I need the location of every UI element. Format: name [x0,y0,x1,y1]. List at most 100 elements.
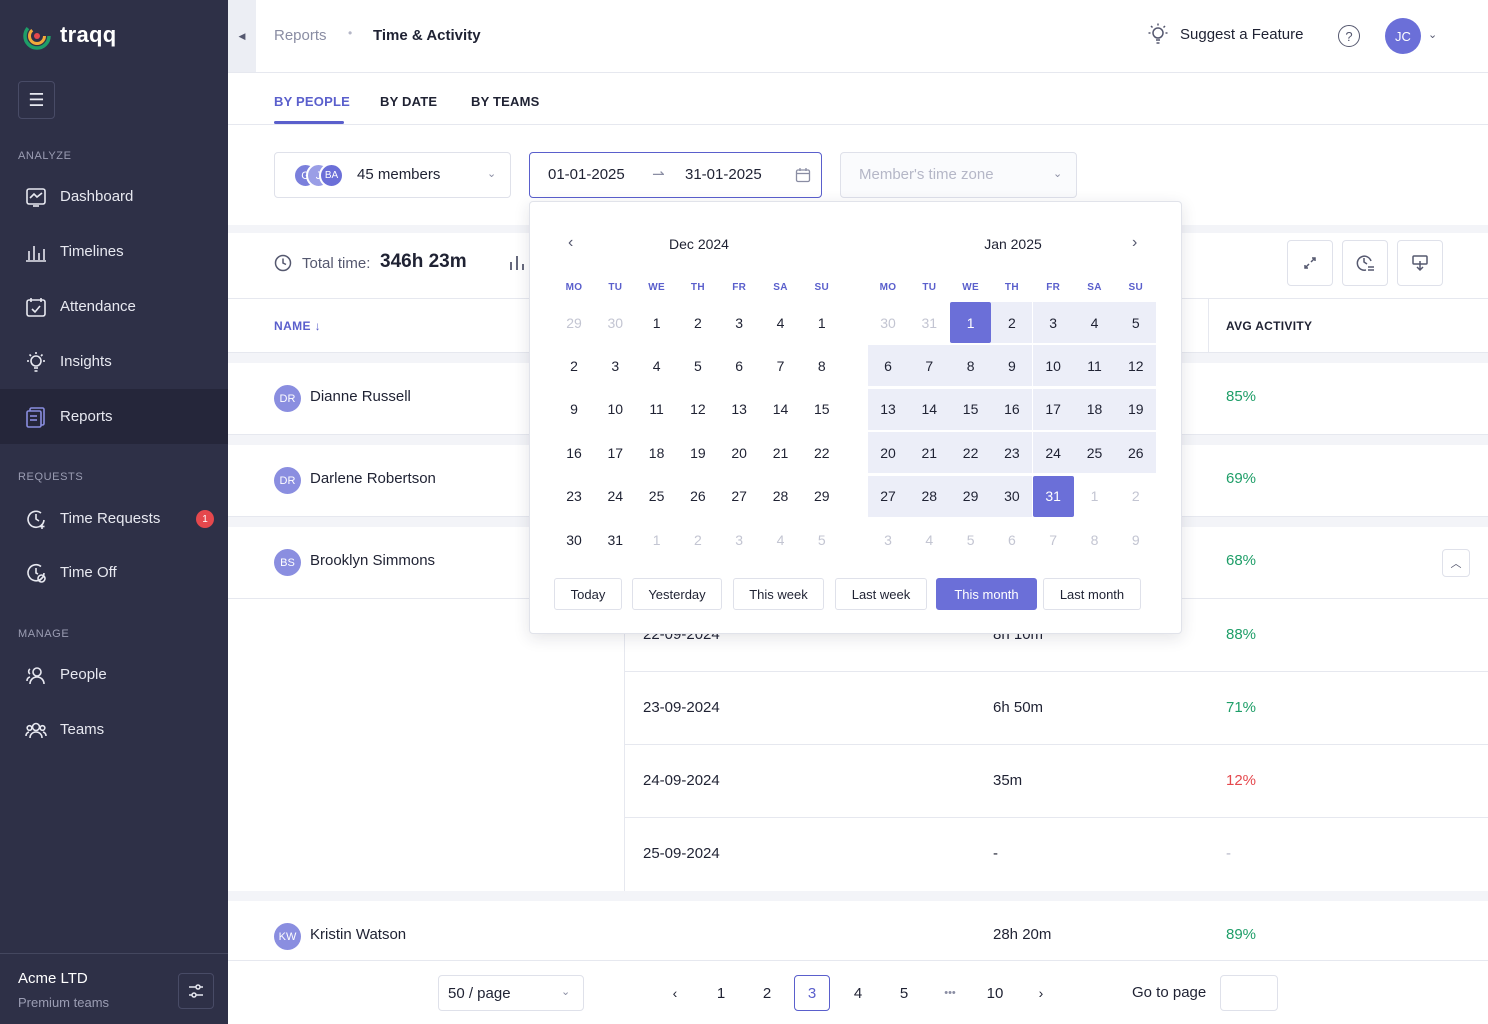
calendar-day[interactable]: 24 [1032,432,1074,474]
calendar-day[interactable]: 12 [690,401,706,418]
calendar-day[interactable]: 30 [880,314,896,331]
calendar-day[interactable]: 2 [570,357,578,374]
calendar-day[interactable]: 26 [690,488,706,505]
page-button-current[interactable]: 3 [794,975,830,1011]
calendar-day[interactable]: 25 [1074,432,1115,474]
page-ellipsis[interactable]: ••• [944,987,956,999]
help-icon[interactable]: ? [1338,25,1360,47]
calendar-day[interactable]: 1 [950,302,992,343]
export-button[interactable] [1397,240,1443,286]
column-header-name[interactable]: NAME ↓ [274,319,321,333]
calendar-day[interactable]: 14 [908,388,950,430]
sidebar-item-time-off[interactable]: Time Off [0,545,228,600]
calendar-day[interactable]: 1 [652,314,661,331]
calendar-day[interactable]: 3 [611,357,620,374]
calendar-day[interactable]: 18 [1074,388,1115,430]
calendar-day[interactable]: 31 [1032,475,1074,517]
calendar-day[interactable]: 3 [735,314,744,331]
calendar-day[interactable]: 16 [566,444,582,461]
sidebar-item-reports[interactable]: Reports [0,389,228,444]
calendar-day[interactable]: 26 [1115,432,1157,474]
page-size-select[interactable]: 50 / page ⌄ [438,975,584,1011]
calendar-day[interactable]: 13 [867,388,909,430]
prev-month-button[interactable]: ‹ [568,234,574,251]
page-button[interactable]: 5 [899,984,909,1002]
calendar-day[interactable]: 4 [776,531,785,548]
members-select[interactable]: G J BA 45 members ⌄ [274,152,511,198]
calendar-day[interactable]: 6 [735,357,744,374]
calendar-day[interactable]: 6 [1007,531,1016,548]
calendar-day[interactable]: 30 [991,475,1033,517]
calendar-day[interactable]: 10 [1032,345,1074,387]
date-end-input[interactable]: 31-01-2025 [685,166,762,183]
calendar-day[interactable]: 29 [814,488,830,505]
timezone-select[interactable]: Member's time zone ⌄ [840,152,1077,198]
calendar-day[interactable]: 20 [867,432,909,474]
schedule-report-button[interactable] [1342,240,1388,286]
calendar-day[interactable]: 24 [607,488,624,505]
calendar-day[interactable]: 15 [814,401,830,418]
calendar-day[interactable]: 23 [566,488,582,505]
go-to-page-input[interactable] [1220,975,1278,1011]
preset-last-month-button[interactable]: Last month [1043,578,1141,610]
calendar-day[interactable]: 20 [731,444,747,461]
calendar-day[interactable]: 4 [1074,302,1115,343]
calendar-day[interactable]: 5 [693,357,702,374]
sidebar-item-people[interactable]: People [0,647,228,702]
calendar-day[interactable]: 2 [693,531,702,548]
calendar-day[interactable]: 4 [776,314,785,331]
next-page-button[interactable]: › [1023,975,1059,1011]
calendar-day[interactable]: 15 [950,388,992,430]
calendar-day[interactable]: 17 [1032,388,1074,430]
calendar-day[interactable]: 5 [1115,302,1157,343]
calendar-day[interactable]: 23 [991,432,1033,474]
calendar-day[interactable]: 7 [908,345,950,387]
calendar-day[interactable]: 30 [607,314,624,331]
calendar-day[interactable]: 1 [652,531,661,548]
calendar-day[interactable]: 13 [731,401,747,418]
preset-today-button[interactable]: Today [554,578,622,610]
suggest-feature-button[interactable]: Suggest a Feature [1146,22,1303,46]
tab-by-teams[interactable]: BY TEAMS [471,94,540,109]
logo[interactable]: traqq [22,18,117,52]
sidebar-item-insights[interactable]: Insights [0,334,228,389]
sidebar-item-teams[interactable]: Teams [0,702,228,757]
collapse-row-button[interactable]: ︿ [1442,549,1470,577]
calendar-day[interactable]: 2 [1131,488,1140,505]
preset-last-week-button[interactable]: Last week [835,578,927,610]
calendar-day[interactable]: 3 [735,531,744,548]
calendar-day[interactable]: 29 [566,314,582,331]
calendar-day[interactable]: 25 [648,488,665,505]
org-settings-button[interactable] [178,973,214,1009]
calendar-day[interactable]: 14 [772,401,789,418]
calendar-day[interactable]: 22 [950,432,992,474]
page-button[interactable]: 4 [853,984,863,1002]
calendar-day[interactable]: 19 [690,444,706,461]
sidebar-collapse-button[interactable]: ◀ [228,0,256,72]
page-button[interactable]: 2 [762,984,772,1002]
bar-chart-icon[interactable] [509,253,525,271]
preset-this-month-button[interactable]: This month [936,578,1037,610]
calendar-day[interactable]: 16 [991,388,1033,430]
date-start-input[interactable]: 01-01-2025 [548,166,625,183]
calendar-day[interactable]: 27 [867,475,909,517]
date-range-picker[interactable]: 01-01-2025 ⇀ 31-01-2025 [529,152,822,198]
menu-toggle-button[interactable]: ☰ [18,81,55,119]
page-button[interactable]: 10 [986,984,1004,1002]
page-button[interactable]: 1 [716,984,726,1002]
calendar-day[interactable]: 18 [648,444,665,461]
calendar-day[interactable]: 6 [867,345,909,387]
calendar-day[interactable]: 9 [991,345,1033,387]
calendar-day[interactable]: 8 [950,345,992,387]
calendar-day[interactable]: 9 [570,401,578,418]
calendar-day[interactable]: 22 [814,444,830,461]
calendar-day[interactable]: 1 [817,314,826,331]
calendar-day[interactable]: 19 [1115,388,1157,430]
calendar-day[interactable]: 31 [607,531,624,548]
calendar-day[interactable]: 27 [731,488,747,505]
calendar-day[interactable]: 30 [566,531,582,548]
calendar-day[interactable]: 4 [652,357,661,374]
calendar-day[interactable]: 8 [1090,531,1099,548]
calendar-day[interactable]: 3 [884,531,892,548]
fullscreen-button[interactable] [1287,240,1333,286]
